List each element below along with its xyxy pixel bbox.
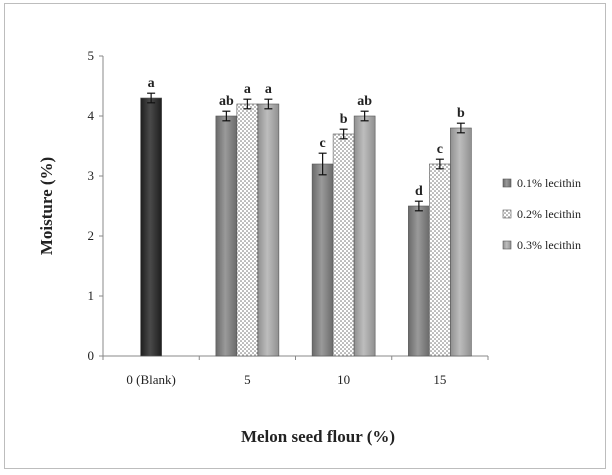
legend-item: 0.2% lecithin [502, 207, 581, 221]
error-bar [435, 158, 444, 170]
bar [215, 115, 238, 357]
bar [450, 127, 472, 357]
y-tick-label: 2 [88, 228, 95, 243]
significance-letter: d [415, 184, 423, 199]
error-bar [222, 110, 231, 122]
x-axis [102, 355, 489, 360]
error-bar [456, 122, 465, 134]
y-tick-label: 1 [88, 288, 95, 303]
legend-item: 0.3% lecithin [502, 238, 581, 252]
significance-letter: b [340, 112, 348, 127]
significance-letter: a [265, 82, 272, 97]
bar [429, 163, 451, 357]
significance-letter: ab [219, 94, 234, 109]
x-tick-label: 15 [433, 372, 446, 387]
error-bar [339, 128, 348, 140]
y-tick-labels: 0 1 2 3 4 5 [88, 48, 95, 363]
x-tick-label: 10 [337, 372, 350, 387]
legend: 0.1% lecithin 0.2% lecithin 0.3% lecithin [502, 176, 581, 252]
legend-swatch [502, 209, 512, 219]
x-tick-labels: 0 (Blank) 5 10 15 [126, 372, 446, 387]
legend-item: 0.1% lecithin [502, 176, 581, 190]
bar [408, 205, 430, 357]
y-tick-label: 5 [88, 48, 95, 63]
significance-letter: a [244, 82, 251, 97]
bar [353, 115, 376, 357]
error-bar [318, 152, 327, 176]
y-tick-label: 3 [88, 168, 95, 183]
y-axis [99, 55, 104, 357]
bars [140, 97, 472, 357]
x-tick-label: 0 (Blank) [126, 372, 175, 387]
chart-frame [4, 3, 606, 469]
error-bar [264, 98, 273, 110]
legend-label: 0.1% lecithin [517, 176, 581, 190]
x-axis-title: Melon seed flour (%) [241, 427, 395, 446]
error-bars [147, 92, 465, 212]
bar [236, 103, 259, 357]
significance-letter: c [437, 142, 443, 157]
bar [332, 133, 355, 357]
legend-swatch [502, 240, 512, 250]
error-bar [147, 92, 156, 104]
significance-letter: b [457, 106, 465, 121]
significance-letter: c [320, 136, 326, 151]
legend-label: 0.3% lecithin [517, 238, 581, 252]
significance-letter: ab [357, 94, 372, 109]
bar [311, 163, 334, 357]
significance-letter: a [148, 76, 155, 91]
legend-label: 0.2% lecithin [517, 207, 581, 221]
x-tick-label: 5 [244, 372, 251, 387]
y-tick-label: 0 [88, 348, 95, 363]
y-tick-label: 4 [88, 108, 95, 123]
error-bar [243, 98, 252, 110]
y-axis-title: Moisture (%) [37, 157, 56, 255]
legend-swatch [502, 178, 512, 188]
error-bar [360, 110, 369, 122]
error-bar [414, 200, 423, 212]
bar [257, 103, 280, 357]
bar-control [140, 97, 162, 357]
